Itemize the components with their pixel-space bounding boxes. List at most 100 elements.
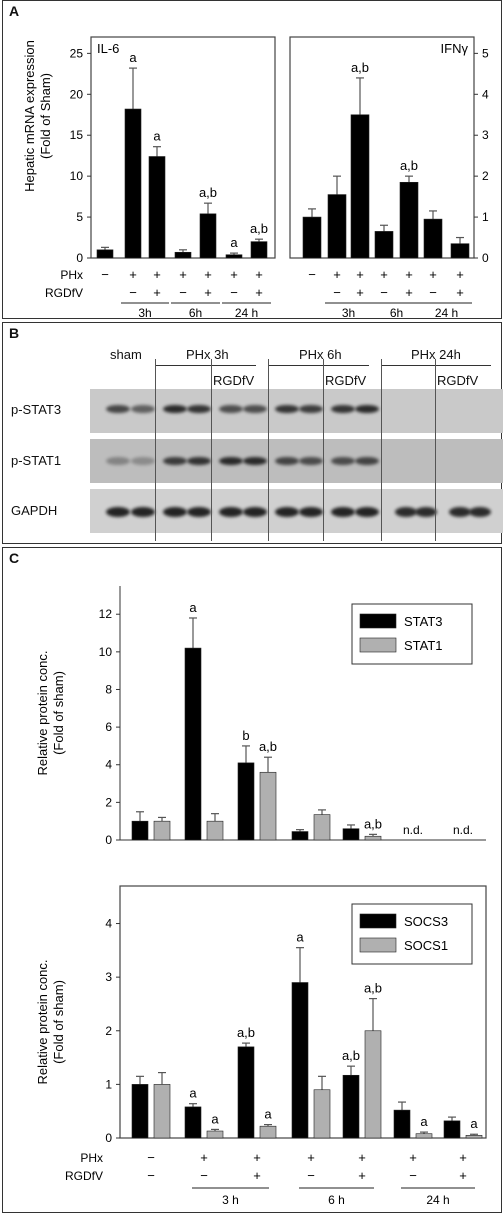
il6-significance-label: a	[153, 129, 161, 144]
blot-header-phx6h: PHx 6h	[299, 347, 342, 362]
stat-significance-label: a,b	[364, 816, 382, 831]
stat-bar-stat1	[206, 820, 224, 841]
rgd-sign: −	[380, 285, 388, 300]
time-label: 6h	[189, 306, 202, 318]
rgd-sign: +	[255, 285, 263, 300]
phx-sign: +	[179, 267, 187, 282]
stat-y-tick-label: 4	[105, 758, 112, 772]
il6-y-tick-label: 10	[70, 169, 84, 183]
panel-a-letter: A	[9, 3, 20, 19]
socs-y-tick-label: 4	[105, 917, 112, 931]
socs-significance-label: a	[264, 1107, 272, 1122]
socs-bar-socs3	[342, 1074, 360, 1139]
socs-y-tick-label: 0	[105, 1131, 112, 1145]
blot-divider	[381, 359, 382, 541]
socs-bar-socs1	[415, 1133, 433, 1139]
socs-bar-socs3	[184, 1106, 202, 1139]
blot-band	[131, 405, 155, 413]
rgd-sign: −	[129, 285, 137, 300]
rgd-sign: −	[429, 285, 437, 300]
phx-row-label: PHx	[80, 1151, 103, 1165]
socs-legend-label-socs1: SOCS1	[404, 938, 448, 953]
blot-band	[299, 457, 323, 465]
ifng-bar-value	[399, 181, 419, 259]
phx-sign: +	[333, 267, 341, 282]
socs-bar-socs3	[291, 982, 309, 1139]
stat-legend-swatch-stat3	[359, 613, 397, 629]
ifng-y-tick-label: 5	[482, 46, 489, 60]
ifng-y-tick-label: 4	[482, 87, 489, 101]
rgd-sign: +	[153, 285, 161, 300]
phx-sign: +	[253, 1150, 261, 1165]
blot-label-pstat3: p-STAT3	[11, 402, 62, 417]
rgd-sign: +	[459, 1168, 467, 1183]
il6-bar-value	[199, 213, 217, 259]
blot-band	[275, 507, 299, 517]
il6-y-tick-label: 0	[76, 251, 83, 265]
rgd-row-label: RGDfV	[65, 1169, 103, 1183]
blot-band	[219, 507, 243, 517]
blot-band	[187, 457, 211, 465]
stat-ylabel-line1: Relative protein conc.	[35, 650, 50, 775]
socs-y-tick-label: 2	[105, 1024, 112, 1038]
il6-significance-label: a,b	[199, 185, 217, 200]
ifng-chart: 0 1 2 3 4 5 IFNγ a,b a,b	[289, 36, 489, 265]
stat-y-tick-label: 6	[105, 720, 112, 734]
stat-y-tick-label: 2	[105, 795, 112, 809]
phx-sign: +	[409, 1150, 417, 1165]
phx-row-label: PHx	[60, 268, 83, 282]
phx-sign: −	[308, 267, 316, 282]
il6-chart: 0 5 10 15 20 25 IL-6 a a a,b a a,b	[70, 36, 276, 265]
il6-bar-value	[148, 156, 166, 259]
blot-band	[163, 405, 187, 413]
panel-a-ylabel-line2: (Fold of Sham)	[38, 73, 53, 159]
socs-significance-label: a	[296, 930, 304, 945]
time-label: 3h	[342, 306, 355, 318]
ifng-title: IFNγ	[441, 41, 469, 56]
il6-plot-frame	[90, 36, 276, 259]
phx-sign: +	[129, 267, 137, 282]
stat-significance-label: b	[242, 728, 249, 743]
socs-significance-label: a	[470, 1116, 478, 1131]
blot-band	[106, 507, 130, 517]
rgd-sign: −	[307, 1168, 315, 1183]
phx-sign: +	[204, 267, 212, 282]
blot-band	[275, 405, 299, 413]
stat-nd-label: n.d.	[403, 823, 423, 837]
ifng-bar-value	[374, 231, 394, 259]
rgd-sign: +	[358, 1168, 366, 1183]
socs-bar-socs1	[259, 1125, 277, 1139]
blot-divider	[211, 359, 212, 541]
blot-band	[355, 405, 379, 413]
blot-rgd-3h: RGDfV	[213, 373, 255, 388]
stat-bar-stat3	[342, 828, 360, 841]
rgd-sign: +	[456, 285, 464, 300]
blot-header-sham: sham	[110, 347, 142, 362]
blot-band	[299, 507, 323, 517]
stat-chart: 0 2 4 6 8 10 12 a b a,b a,b n.d. n.d. STAT3 STAT1	[99, 586, 486, 847]
stat-y-tick-label: 10	[99, 645, 113, 659]
il6-y-tick-label: 20	[70, 87, 84, 101]
time-label: 6 h	[328, 1193, 345, 1207]
ifng-significance-label: a,b	[351, 60, 369, 75]
rgd-sign: −	[147, 1168, 155, 1183]
phx-sign: +	[230, 267, 238, 282]
phx-sign: +	[456, 267, 464, 282]
ifng-bar-value	[350, 114, 370, 259]
blot-label-gapdh: GAPDH	[11, 503, 58, 518]
blot-line-phx6h	[268, 365, 369, 366]
phx-sign: −	[147, 1150, 155, 1165]
socs-bar-socs1	[153, 1084, 171, 1139]
blot-divider	[435, 359, 436, 541]
il6-bar-value	[174, 251, 192, 259]
blot-band	[331, 405, 355, 413]
socs-bar-socs3	[443, 1120, 461, 1139]
stat-legend-label-stat1: STAT1	[404, 638, 443, 653]
socs-significance-label: a	[420, 1114, 428, 1129]
socs-ylabel-line1: Relative protein conc.	[35, 959, 50, 1084]
il6-bar-value	[96, 249, 114, 259]
phx-sign: −	[101, 267, 109, 282]
panel-c-letter: C	[9, 550, 20, 566]
il6-significance-label: a	[129, 50, 137, 65]
rgd-sign: −	[230, 285, 238, 300]
